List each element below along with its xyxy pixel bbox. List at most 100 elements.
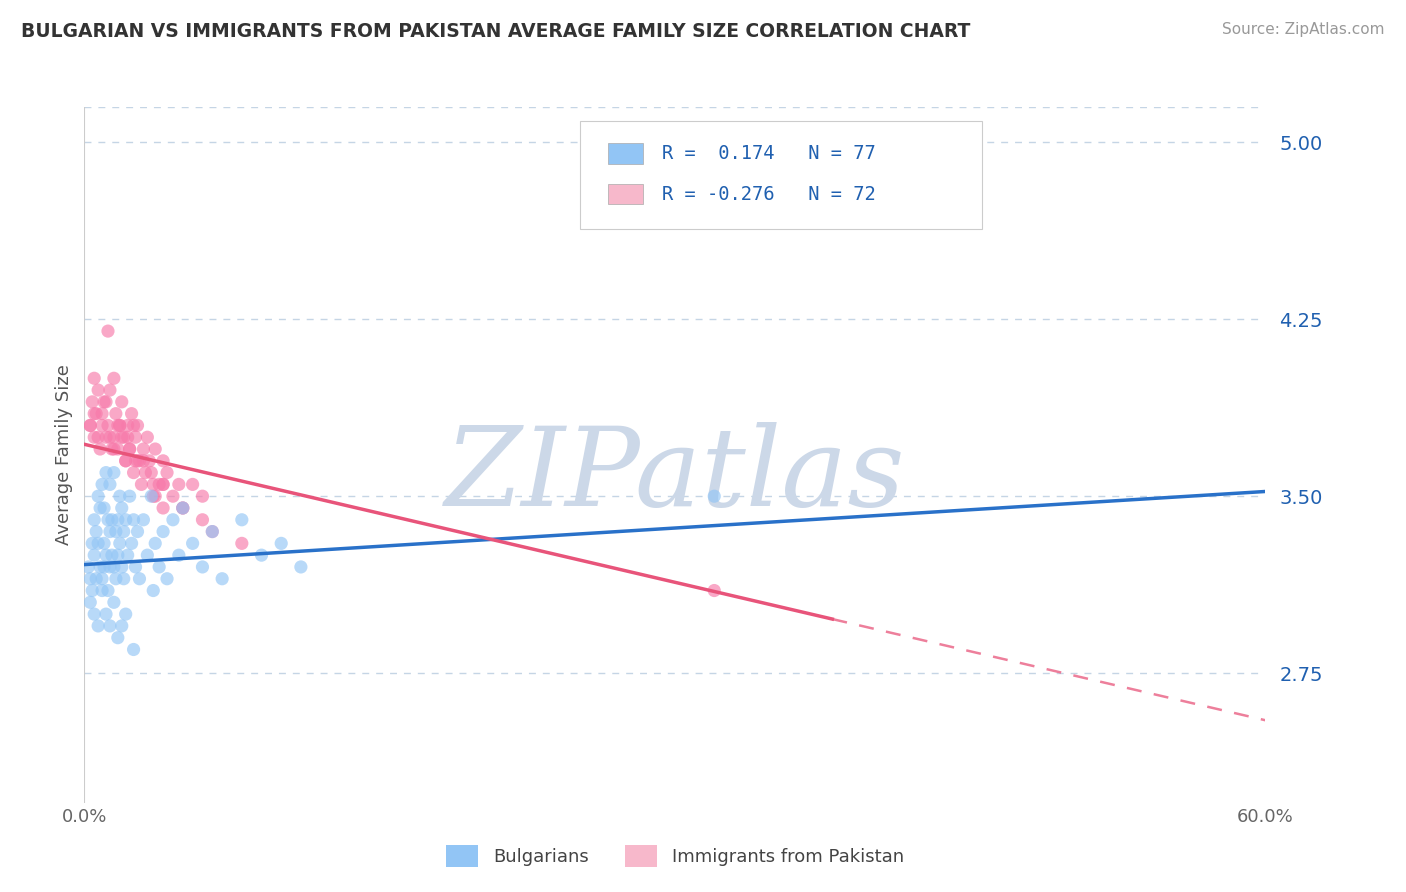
Point bbox=[132, 454, 155, 468]
Point bbox=[111, 619, 134, 633]
Point bbox=[97, 583, 120, 598]
Point bbox=[87, 489, 110, 503]
Point bbox=[103, 560, 125, 574]
Point bbox=[703, 489, 725, 503]
FancyBboxPatch shape bbox=[581, 121, 981, 229]
Point bbox=[128, 454, 150, 468]
Point bbox=[98, 477, 121, 491]
Point bbox=[111, 560, 134, 574]
Point bbox=[112, 524, 135, 539]
Point bbox=[127, 524, 149, 539]
Point bbox=[83, 407, 105, 421]
Bar bbox=[607, 144, 643, 164]
Point bbox=[134, 466, 156, 480]
Point bbox=[108, 418, 131, 433]
Point bbox=[118, 442, 141, 456]
Point bbox=[84, 572, 107, 586]
Point bbox=[124, 430, 146, 444]
Point bbox=[93, 536, 115, 550]
Point bbox=[270, 536, 292, 550]
Point bbox=[94, 548, 117, 562]
Point bbox=[83, 371, 105, 385]
Point bbox=[191, 513, 214, 527]
Point bbox=[136, 430, 159, 444]
Point bbox=[107, 548, 129, 562]
Point bbox=[143, 536, 166, 550]
Point bbox=[181, 477, 204, 491]
Point bbox=[108, 489, 131, 503]
Point bbox=[108, 536, 131, 550]
Point bbox=[201, 524, 224, 539]
Point bbox=[112, 430, 135, 444]
Point bbox=[98, 430, 121, 444]
Point bbox=[148, 560, 170, 574]
Point bbox=[97, 418, 120, 433]
Point bbox=[122, 466, 145, 480]
Point bbox=[104, 572, 127, 586]
Point bbox=[143, 489, 166, 503]
Point bbox=[103, 466, 125, 480]
Point bbox=[162, 489, 184, 503]
Point bbox=[98, 383, 121, 397]
Point bbox=[91, 583, 114, 598]
Point bbox=[142, 583, 165, 598]
Point bbox=[156, 572, 179, 586]
Point bbox=[152, 477, 174, 491]
Point bbox=[127, 454, 149, 468]
Text: R =  0.174   N = 77: R = 0.174 N = 77 bbox=[662, 145, 876, 163]
Point bbox=[89, 560, 111, 574]
Point bbox=[132, 513, 155, 527]
Bar bbox=[607, 184, 643, 204]
Point bbox=[107, 418, 129, 433]
Point bbox=[79, 418, 101, 433]
Point bbox=[111, 430, 134, 444]
Point bbox=[114, 513, 136, 527]
Point bbox=[172, 500, 194, 515]
Point bbox=[91, 572, 114, 586]
Point bbox=[250, 548, 273, 562]
Point bbox=[128, 572, 150, 586]
Point bbox=[143, 442, 166, 456]
Point bbox=[162, 513, 184, 527]
Point bbox=[93, 395, 115, 409]
Point bbox=[97, 513, 120, 527]
Point bbox=[104, 407, 127, 421]
Point bbox=[122, 513, 145, 527]
Point bbox=[107, 631, 129, 645]
Point bbox=[89, 500, 111, 515]
Point bbox=[231, 536, 253, 550]
Point bbox=[101, 442, 124, 456]
Point bbox=[82, 395, 104, 409]
Text: R = -0.276   N = 72: R = -0.276 N = 72 bbox=[662, 185, 876, 203]
Point bbox=[103, 430, 125, 444]
Point bbox=[83, 513, 105, 527]
Point bbox=[98, 524, 121, 539]
Point bbox=[91, 407, 114, 421]
Point bbox=[118, 442, 141, 456]
Point bbox=[101, 548, 124, 562]
Text: BULGARIAN VS IMMIGRANTS FROM PAKISTAN AVERAGE FAMILY SIZE CORRELATION CHART: BULGARIAN VS IMMIGRANTS FROM PAKISTAN AV… bbox=[21, 22, 970, 41]
Point bbox=[83, 430, 105, 444]
Point bbox=[79, 418, 101, 433]
Point bbox=[93, 500, 115, 515]
Point bbox=[117, 430, 139, 444]
Point bbox=[167, 548, 190, 562]
Point bbox=[142, 489, 165, 503]
Point bbox=[93, 560, 115, 574]
Point bbox=[89, 442, 111, 456]
Point bbox=[103, 595, 125, 609]
Point bbox=[83, 548, 105, 562]
Point bbox=[141, 466, 163, 480]
Point bbox=[152, 524, 174, 539]
Point bbox=[94, 607, 117, 621]
Point bbox=[87, 536, 110, 550]
Point bbox=[79, 572, 101, 586]
Point bbox=[121, 407, 143, 421]
Point bbox=[152, 477, 174, 491]
Point bbox=[107, 442, 129, 456]
Text: Source: ZipAtlas.com: Source: ZipAtlas.com bbox=[1222, 22, 1385, 37]
Point bbox=[79, 595, 101, 609]
Point bbox=[98, 560, 121, 574]
Point bbox=[141, 489, 163, 503]
Point bbox=[117, 548, 139, 562]
